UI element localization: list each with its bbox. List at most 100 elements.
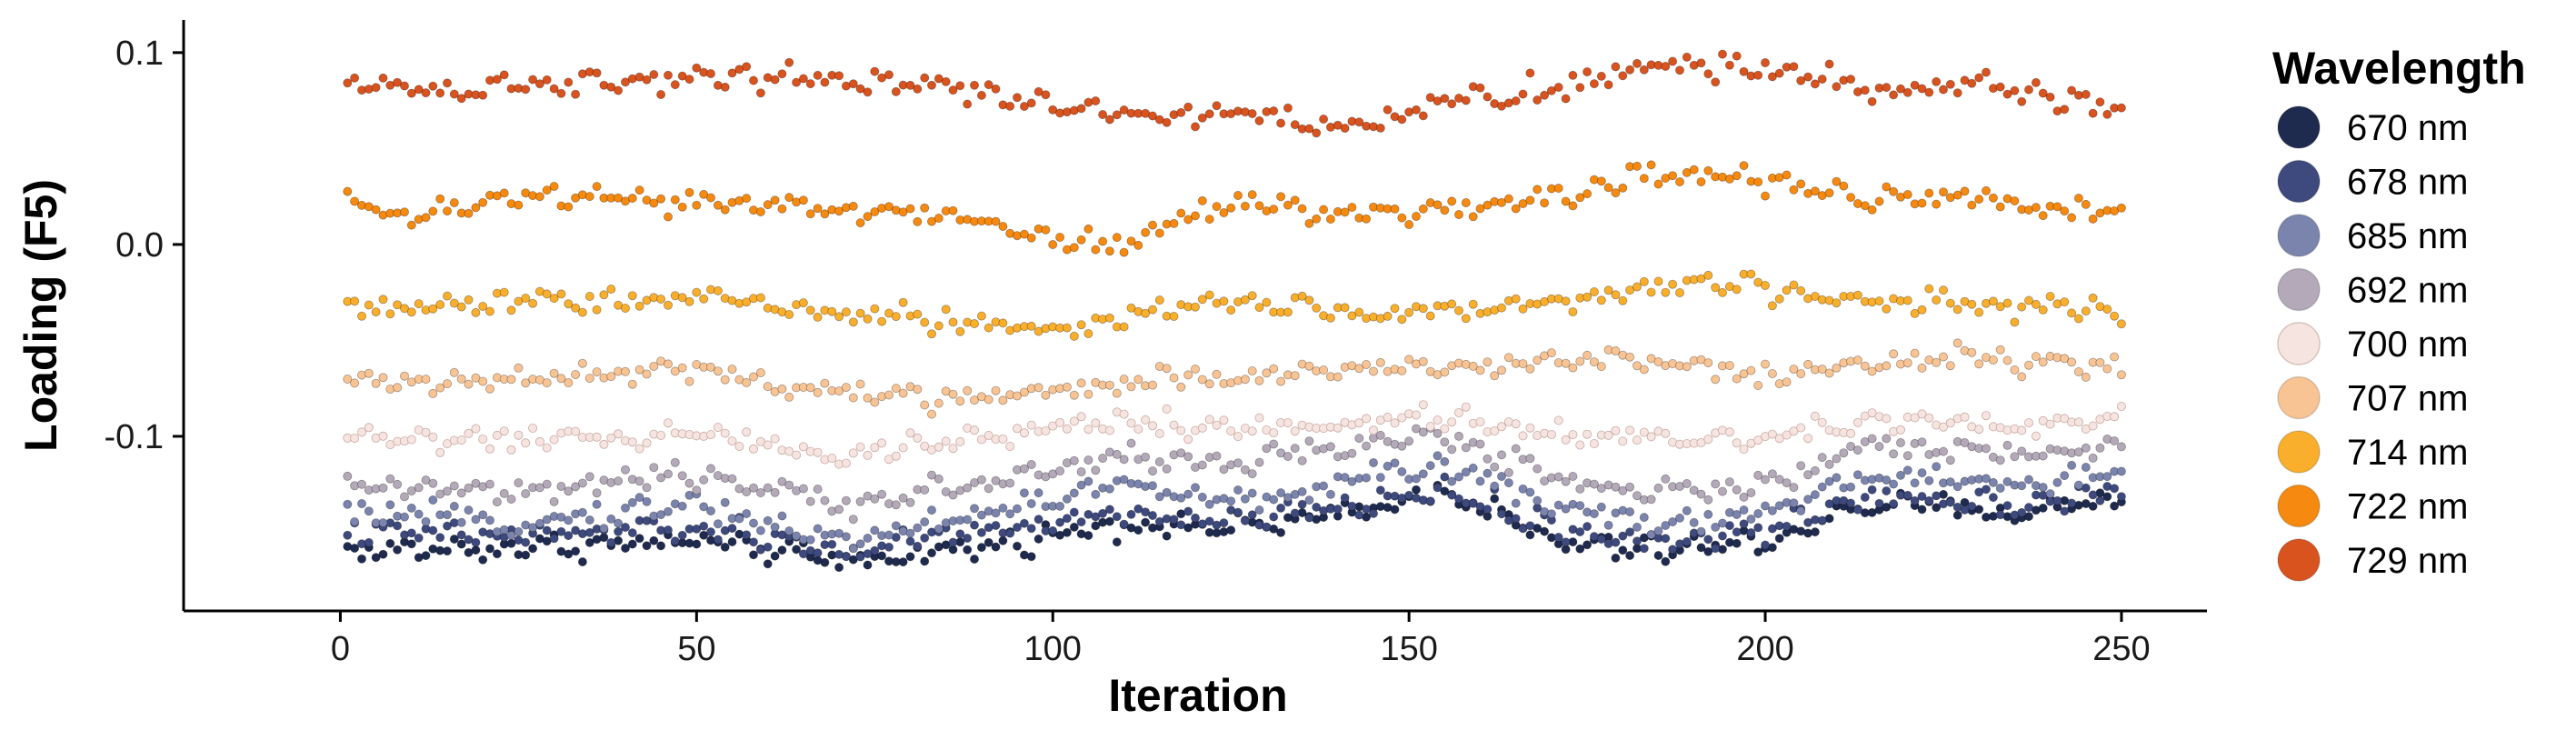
data-point bbox=[891, 500, 901, 510]
data-point bbox=[1924, 188, 1934, 198]
data-point bbox=[1575, 356, 1585, 366]
data-point bbox=[1262, 368, 1272, 378]
data-point bbox=[1967, 501, 1977, 511]
data-point bbox=[1518, 89, 1528, 99]
data-point bbox=[706, 464, 716, 474]
data-point bbox=[571, 546, 581, 556]
data-point bbox=[1197, 195, 1207, 205]
data-point bbox=[749, 518, 759, 528]
data-point bbox=[1739, 492, 1749, 502]
data-point bbox=[1596, 535, 1606, 545]
data-point bbox=[1083, 455, 1093, 465]
data-point bbox=[727, 68, 737, 78]
data-point bbox=[1553, 533, 1563, 543]
data-point bbox=[1867, 96, 1877, 106]
data-point bbox=[1269, 495, 1279, 505]
data-point bbox=[556, 482, 566, 492]
data-point bbox=[1375, 473, 1385, 483]
data-point bbox=[1013, 93, 1023, 103]
data-point bbox=[449, 298, 459, 308]
data-point bbox=[1240, 465, 1250, 475]
data-point bbox=[742, 297, 752, 307]
data-point bbox=[1639, 276, 1649, 286]
data-point bbox=[898, 557, 908, 567]
data-point bbox=[692, 287, 702, 297]
data-point bbox=[1960, 505, 1970, 515]
data-point bbox=[742, 377, 752, 387]
data-point bbox=[2002, 298, 2012, 308]
data-point bbox=[1226, 525, 1236, 535]
data-point bbox=[1981, 485, 1991, 495]
data-point bbox=[1062, 382, 1072, 392]
data-point bbox=[706, 527, 716, 537]
data-point bbox=[1483, 200, 1493, 210]
data-point bbox=[1204, 516, 1214, 526]
data-point bbox=[1319, 205, 1329, 215]
data-point bbox=[1340, 207, 1350, 217]
data-point bbox=[1503, 467, 1513, 477]
data-point bbox=[1212, 420, 1222, 430]
data-point bbox=[634, 301, 644, 311]
data-point bbox=[1148, 220, 1158, 230]
data-point bbox=[706, 430, 716, 440]
data-point bbox=[1019, 488, 1029, 498]
data-point bbox=[1824, 459, 1834, 469]
data-point bbox=[770, 487, 780, 497]
series-729-nm bbox=[343, 49, 2126, 138]
data-point bbox=[720, 375, 730, 385]
data-point bbox=[1639, 544, 1649, 554]
data-point bbox=[393, 545, 403, 555]
data-point bbox=[905, 80, 915, 90]
legend-label: 729 nm bbox=[2347, 541, 2468, 581]
data-point bbox=[1782, 478, 1792, 488]
data-point bbox=[1938, 85, 1948, 95]
data-point bbox=[934, 74, 944, 84]
data-point bbox=[1197, 460, 1207, 470]
data-point bbox=[2088, 453, 2098, 463]
data-point bbox=[1055, 417, 1065, 427]
data-point bbox=[664, 359, 674, 369]
data-point bbox=[1333, 372, 1343, 382]
data-point bbox=[1468, 463, 1478, 473]
data-point bbox=[1333, 423, 1343, 433]
data-point bbox=[1611, 188, 1621, 198]
data-point bbox=[1668, 56, 1678, 66]
data-point bbox=[2110, 501, 2120, 511]
data-point bbox=[855, 308, 865, 318]
data-point bbox=[621, 544, 631, 554]
data-point bbox=[1839, 448, 1849, 458]
data-point bbox=[1083, 328, 1093, 338]
data-point bbox=[1761, 280, 1771, 290]
data-point bbox=[841, 458, 851, 468]
data-point bbox=[1112, 512, 1122, 522]
data-point bbox=[1304, 495, 1314, 505]
data-point bbox=[1390, 458, 1400, 468]
data-point bbox=[656, 541, 666, 551]
data-point bbox=[1860, 201, 1870, 211]
data-point bbox=[1169, 311, 1179, 321]
data-point bbox=[1197, 375, 1207, 385]
data-point bbox=[1568, 306, 1578, 316]
data-point bbox=[1440, 94, 1450, 104]
data-point bbox=[492, 75, 502, 85]
data-point bbox=[2038, 211, 2048, 221]
data-point bbox=[2052, 495, 2062, 505]
data-point bbox=[805, 305, 815, 315]
data-point bbox=[1817, 482, 1827, 492]
data-point bbox=[1661, 521, 1671, 531]
data-point bbox=[1732, 527, 1742, 537]
data-point bbox=[1910, 495, 1920, 505]
data-point bbox=[1461, 197, 1471, 207]
data-point bbox=[584, 472, 594, 482]
data-point bbox=[1076, 412, 1086, 422]
data-point bbox=[1169, 515, 1179, 525]
data-point bbox=[1033, 383, 1043, 393]
data-point bbox=[1233, 458, 1243, 468]
data-point bbox=[727, 365, 737, 375]
data-point bbox=[364, 506, 374, 516]
data-point bbox=[406, 486, 416, 496]
data-point bbox=[2073, 447, 2083, 457]
data-point bbox=[855, 552, 865, 562]
data-point bbox=[948, 205, 958, 215]
data-point bbox=[834, 563, 844, 573]
